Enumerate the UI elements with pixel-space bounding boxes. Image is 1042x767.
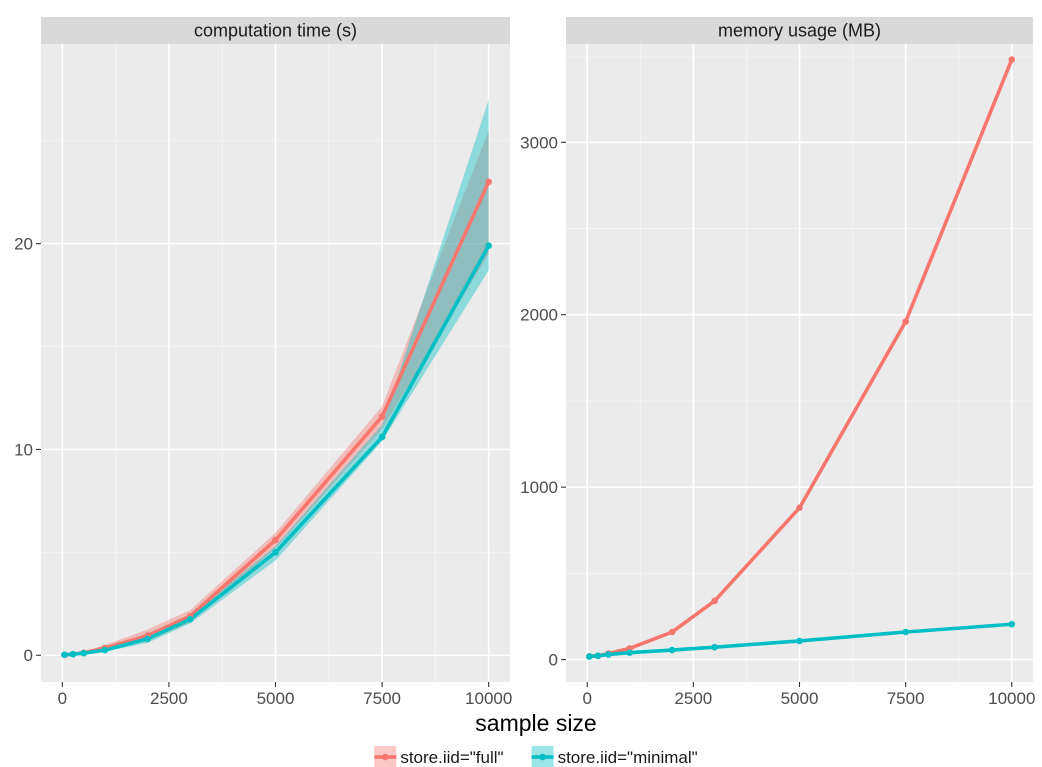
data-point-full (378, 413, 386, 420)
panel-strip (41, 17, 510, 44)
y-axis-ticks: 0 1000 2000 3000 (520, 133, 566, 670)
x-axis-ticks: 0 2500 5000 7500 10000 (582, 682, 1035, 708)
legend-label: store.iid="minimal" (558, 748, 698, 767)
panel-memory-usage: memory usage (MB) 0 2500 5000 7500 10000 0 10… (520, 17, 1035, 708)
series-points (61, 178, 492, 659)
data-point-minimal (186, 615, 194, 623)
x-tick-label: 0 (582, 689, 591, 708)
x-tick-label: 2500 (674, 689, 712, 708)
data-point-full (902, 318, 909, 325)
legend-item-minimal: store.iid="minimal" (531, 746, 698, 767)
confidence-band-full (64, 130, 489, 656)
data-point-minimal (711, 643, 718, 651)
data-point-minimal (272, 549, 279, 556)
legend: store.iid="full" store.iid="minimal" (374, 746, 698, 767)
x-tick-label: 10000 (988, 689, 1035, 708)
data-point-minimal (902, 628, 909, 636)
data-point-full (1008, 56, 1016, 63)
data-point-full (485, 178, 492, 186)
data-point-minimal (378, 433, 386, 441)
y-tick-label: 2000 (520, 306, 558, 325)
panel-strip (566, 17, 1033, 44)
data-point-minimal (586, 653, 593, 660)
panel-computation-time: computation time (s) 0 2500 5000 7500 10000 … (14, 17, 512, 708)
data-point-minimal (144, 635, 151, 643)
x-tick-label: 2500 (150, 689, 188, 708)
data-point-minimal (1008, 620, 1016, 628)
y-tick-label: 3000 (520, 133, 558, 152)
data-point-minimal (101, 646, 109, 654)
panel-title: memory usage (MB) (718, 21, 881, 41)
data-point-minimal (61, 651, 68, 659)
y-tick-label: 0 (24, 646, 33, 665)
data-point-minimal (69, 650, 77, 658)
data-point-minimal (594, 652, 602, 660)
legend-item-full: store.iid="full" (374, 746, 504, 767)
x-axis-title: sample size (475, 710, 596, 736)
x-tick-label: 5000 (781, 689, 819, 708)
data-point-minimal (80, 649, 87, 657)
data-point-full (668, 628, 676, 636)
data-point-full (711, 597, 718, 605)
x-tick-label: 7500 (887, 689, 925, 708)
confidence-band-minimal (64, 99, 489, 656)
confidence-bands (64, 99, 489, 656)
legend-label: store.iid="full" (400, 748, 503, 767)
panel-title: computation time (s) (194, 21, 357, 41)
x-axis-ticks: 0 2500 5000 7500 10000 (58, 682, 512, 708)
y-tick-label: 10 (14, 440, 33, 459)
gridlines (566, 44, 1033, 682)
legend-key-point (539, 753, 546, 761)
data-point-minimal (605, 651, 612, 658)
y-tick-label: 20 (14, 235, 33, 254)
gridlines (41, 44, 510, 682)
series-points (586, 56, 1016, 660)
data-point-minimal (796, 637, 803, 645)
y-tick-label: 0 (549, 651, 558, 670)
data-point-minimal (668, 646, 676, 654)
data-point-minimal (626, 649, 633, 656)
y-tick-label: 1000 (520, 478, 558, 497)
data-point-minimal (485, 242, 492, 249)
data-point-full (796, 504, 803, 512)
legend-key-point (382, 753, 389, 761)
x-tick-label: 7500 (363, 689, 401, 708)
x-tick-label: 0 (58, 689, 67, 708)
data-point-full (272, 536, 279, 544)
y-axis-ticks: 0 10 20 (14, 235, 41, 665)
x-tick-label: 5000 (257, 689, 295, 708)
x-tick-label: 10000 (465, 689, 512, 708)
